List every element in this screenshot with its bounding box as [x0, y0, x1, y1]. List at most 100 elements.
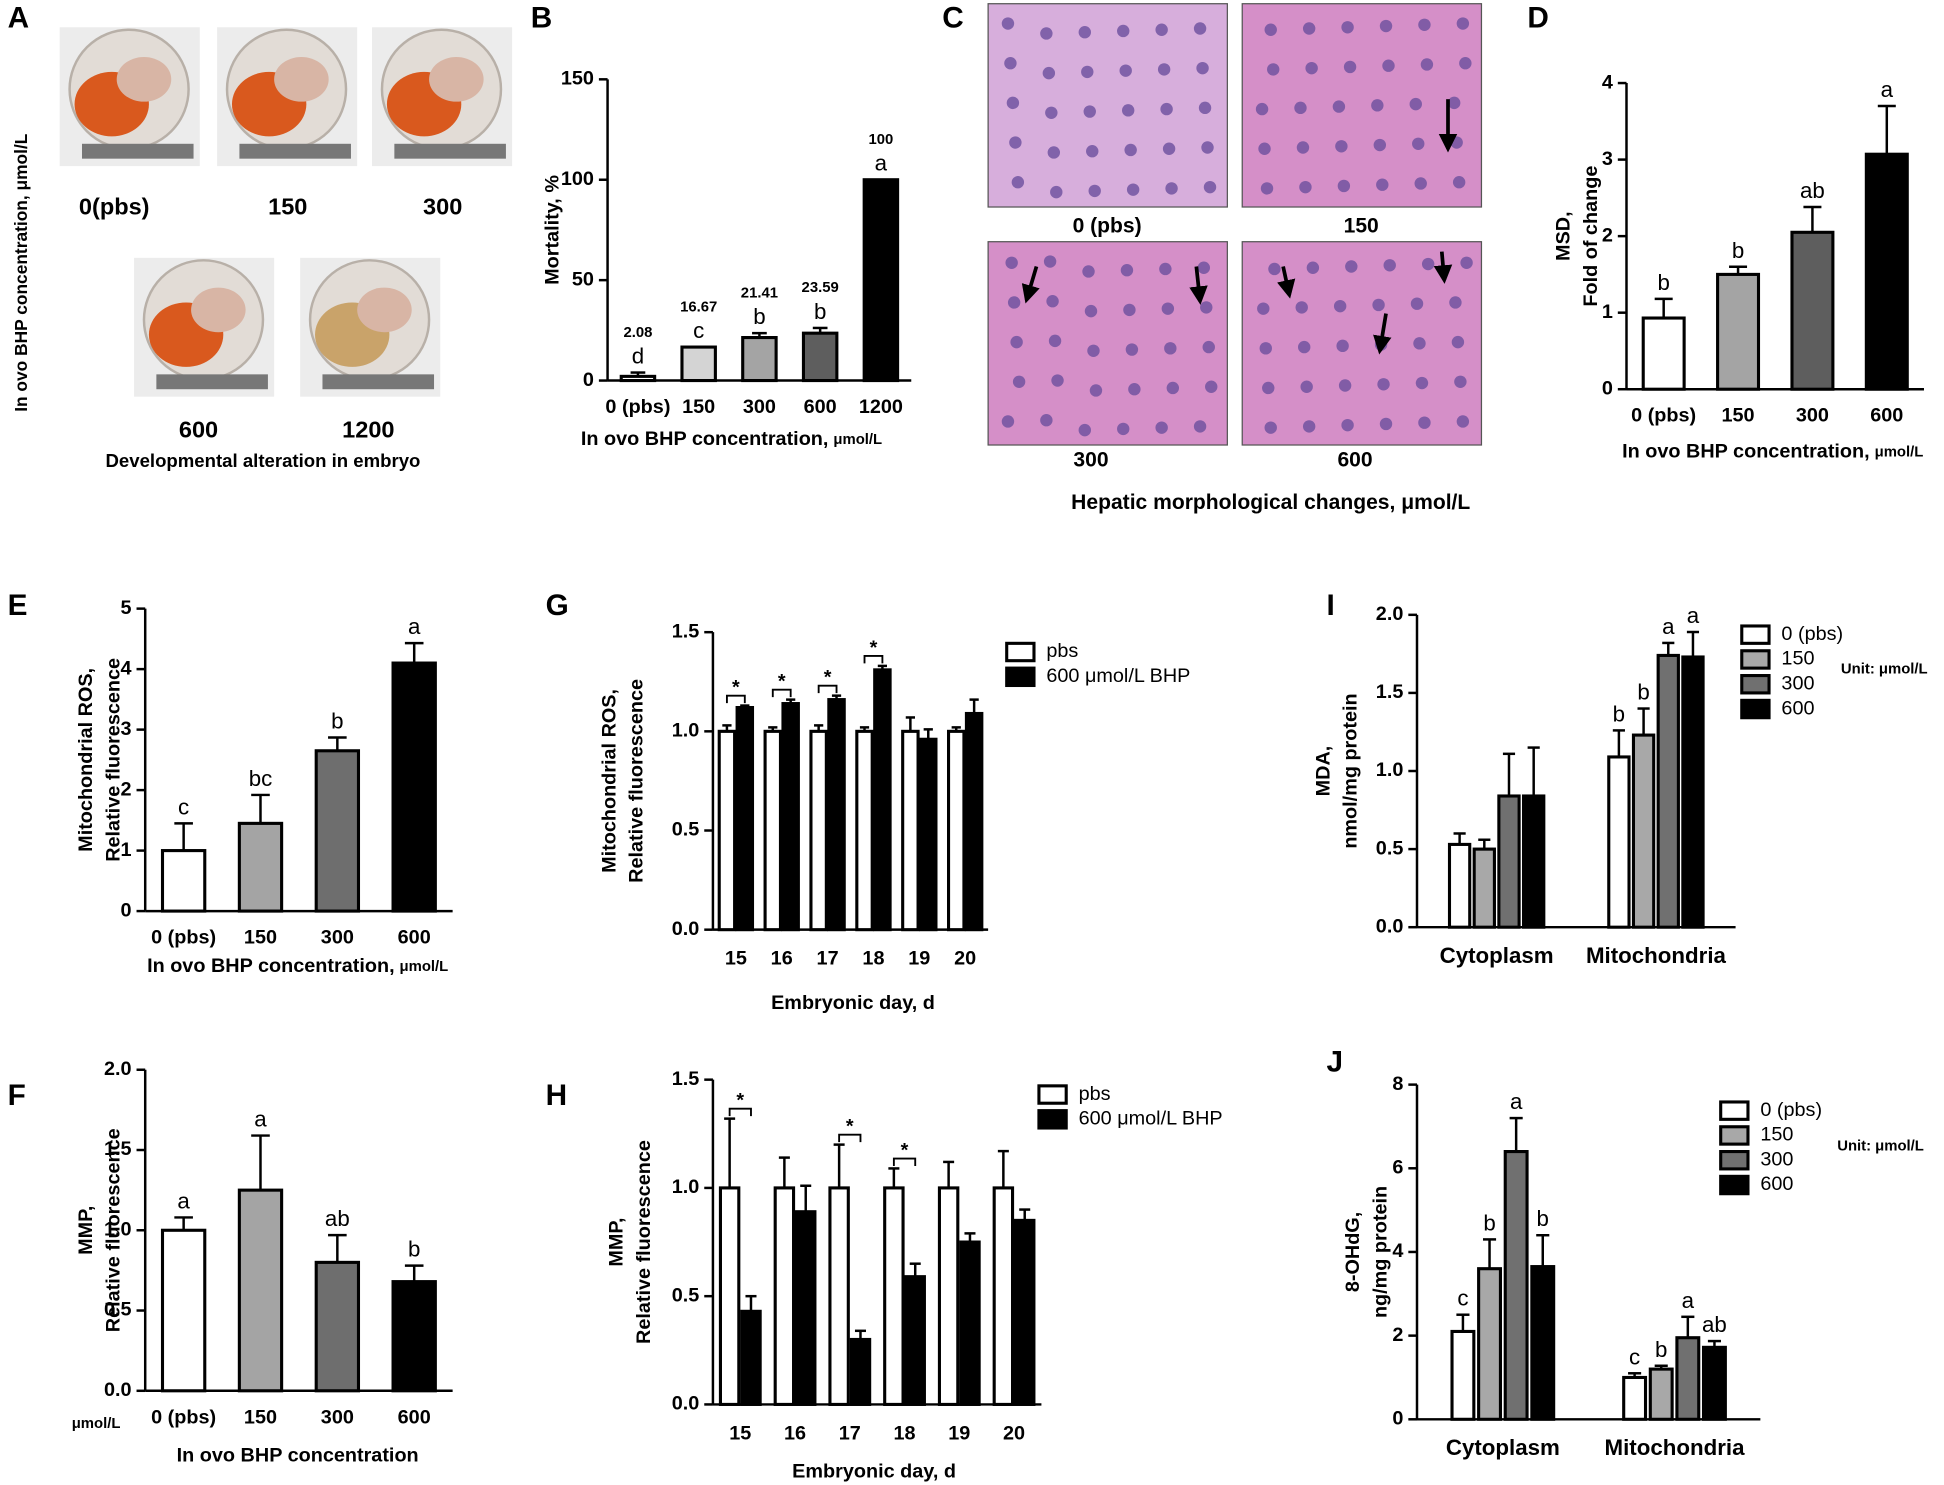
- x-axis-label: In ovo BHP concentration, μmol/L: [581, 428, 882, 450]
- significance-letter: c: [178, 794, 189, 819]
- y-axis-label: nmol/mg protein: [1340, 693, 1362, 848]
- micrograph: [987, 241, 1228, 446]
- nucleus: [1078, 26, 1091, 39]
- significance-letter: a: [875, 151, 888, 176]
- bar: [1447, 842, 1472, 929]
- legend-label: 600: [1760, 1173, 1793, 1195]
- nucleus: [1160, 102, 1173, 116]
- y-tick-label: 0.0: [1376, 915, 1404, 937]
- legend-swatch: [1005, 641, 1036, 663]
- nucleus: [1119, 64, 1132, 77]
- nucleus: [1450, 136, 1463, 149]
- nucleus: [1121, 104, 1135, 117]
- x-tick-label: 300: [743, 396, 776, 418]
- bar: [735, 705, 755, 932]
- nucleus: [1376, 178, 1389, 191]
- nucleus: [1264, 23, 1277, 36]
- nucleus: [1117, 24, 1130, 38]
- nucleus: [1198, 101, 1212, 115]
- nucleus: [1294, 101, 1307, 115]
- nucleus: [1373, 138, 1387, 152]
- y-tick-label: 0: [1602, 377, 1613, 399]
- y-tick-label: 0.5: [1376, 837, 1404, 859]
- bar: [1530, 1265, 1556, 1421]
- nucleus: [1011, 176, 1025, 189]
- nucleus: [1414, 177, 1427, 190]
- x-axis-unit: μmol/L: [833, 432, 882, 448]
- nucleus: [1298, 340, 1311, 354]
- bar: [1641, 316, 1686, 391]
- bar: [992, 1186, 1015, 1406]
- nucleus: [1459, 57, 1472, 70]
- bar: [919, 737, 938, 932]
- nucleus: [1043, 255, 1057, 268]
- nucleus: [1088, 184, 1101, 198]
- nucleus: [1040, 27, 1053, 40]
- y-tick-label: 4: [121, 657, 132, 679]
- significance-letter: a: [177, 1188, 190, 1213]
- x-axis-label: In ovo BHP concentration, μmol/L: [147, 955, 448, 977]
- nucleus: [1120, 264, 1134, 277]
- photo-label: 0 (pbs): [1073, 214, 1142, 237]
- significance-letter: b: [1483, 1210, 1495, 1235]
- arrow: [1373, 313, 1392, 355]
- x-tick-label: 18: [862, 948, 884, 970]
- significance-letter: b: [1732, 238, 1744, 263]
- legend-label: 0 (pbs): [1781, 623, 1843, 645]
- legend-label: 150: [1781, 648, 1814, 670]
- nucleus: [1449, 296, 1462, 309]
- x-tick-label: Cytoplasm: [1446, 1435, 1560, 1460]
- legend-label: 600 μmol/L BHP: [1046, 665, 1190, 687]
- nucleus: [1203, 180, 1217, 194]
- nucleus: [1372, 298, 1385, 312]
- panel-letter: F: [8, 1079, 26, 1112]
- nucleus: [1451, 335, 1465, 349]
- nucleus: [1001, 17, 1015, 30]
- nucleus: [1128, 383, 1141, 396]
- significance-bracket: [725, 694, 746, 704]
- value-label: 21.41: [741, 285, 778, 301]
- bar: [1681, 655, 1705, 929]
- nucleus: [1409, 97, 1422, 111]
- bar: [717, 729, 737, 932]
- y-tick-label: 0.5: [672, 1284, 700, 1306]
- nucleus: [1081, 65, 1094, 79]
- nucleus: [1418, 416, 1431, 429]
- bar: [937, 1186, 960, 1406]
- micrograph: [987, 3, 1228, 208]
- bar: [619, 374, 657, 383]
- bar: [801, 331, 839, 383]
- x-tick-label: 16: [784, 1422, 806, 1444]
- y-axis-label: MDA,: [1312, 746, 1334, 797]
- legend-label: pbs: [1046, 640, 1078, 662]
- x-tick-label: Cytoplasm: [1440, 943, 1554, 968]
- x-tick-label: 20: [1003, 1422, 1025, 1444]
- bar: [314, 749, 361, 913]
- bar: [828, 1186, 850, 1406]
- bar: [1631, 733, 1656, 929]
- bar: [763, 729, 783, 932]
- legend-note: Unit: μmol/L: [1841, 661, 1928, 677]
- y-axis-label: Mitochondrial ROS,: [598, 689, 620, 873]
- significance-star: *: [870, 637, 878, 659]
- bar: [237, 1188, 284, 1393]
- x-axis-title: Embryonic day, d: [771, 992, 935, 1014]
- nucleus: [1202, 340, 1215, 354]
- legend-label: 600 μmol/L BHP: [1079, 1108, 1223, 1130]
- legend-label: 0 (pbs): [1760, 1099, 1822, 1121]
- nucleus: [1045, 106, 1058, 119]
- x-tick-label: 150: [682, 396, 715, 418]
- nucleus: [1009, 136, 1022, 149]
- y-tick-label: 2.0: [1376, 603, 1404, 625]
- significance-letter: ab: [1800, 178, 1825, 203]
- y-axis-label: ng/mg protein: [1369, 1186, 1391, 1318]
- bar: [827, 698, 846, 932]
- y-tick-label: 0.5: [672, 819, 700, 841]
- nucleus: [1004, 57, 1017, 70]
- y-tick-label: 4: [1392, 1240, 1403, 1262]
- nucleus: [1201, 141, 1214, 154]
- x-tick-label: Mitochondria: [1586, 943, 1727, 968]
- nucleus: [1456, 415, 1470, 428]
- bar: [964, 711, 984, 932]
